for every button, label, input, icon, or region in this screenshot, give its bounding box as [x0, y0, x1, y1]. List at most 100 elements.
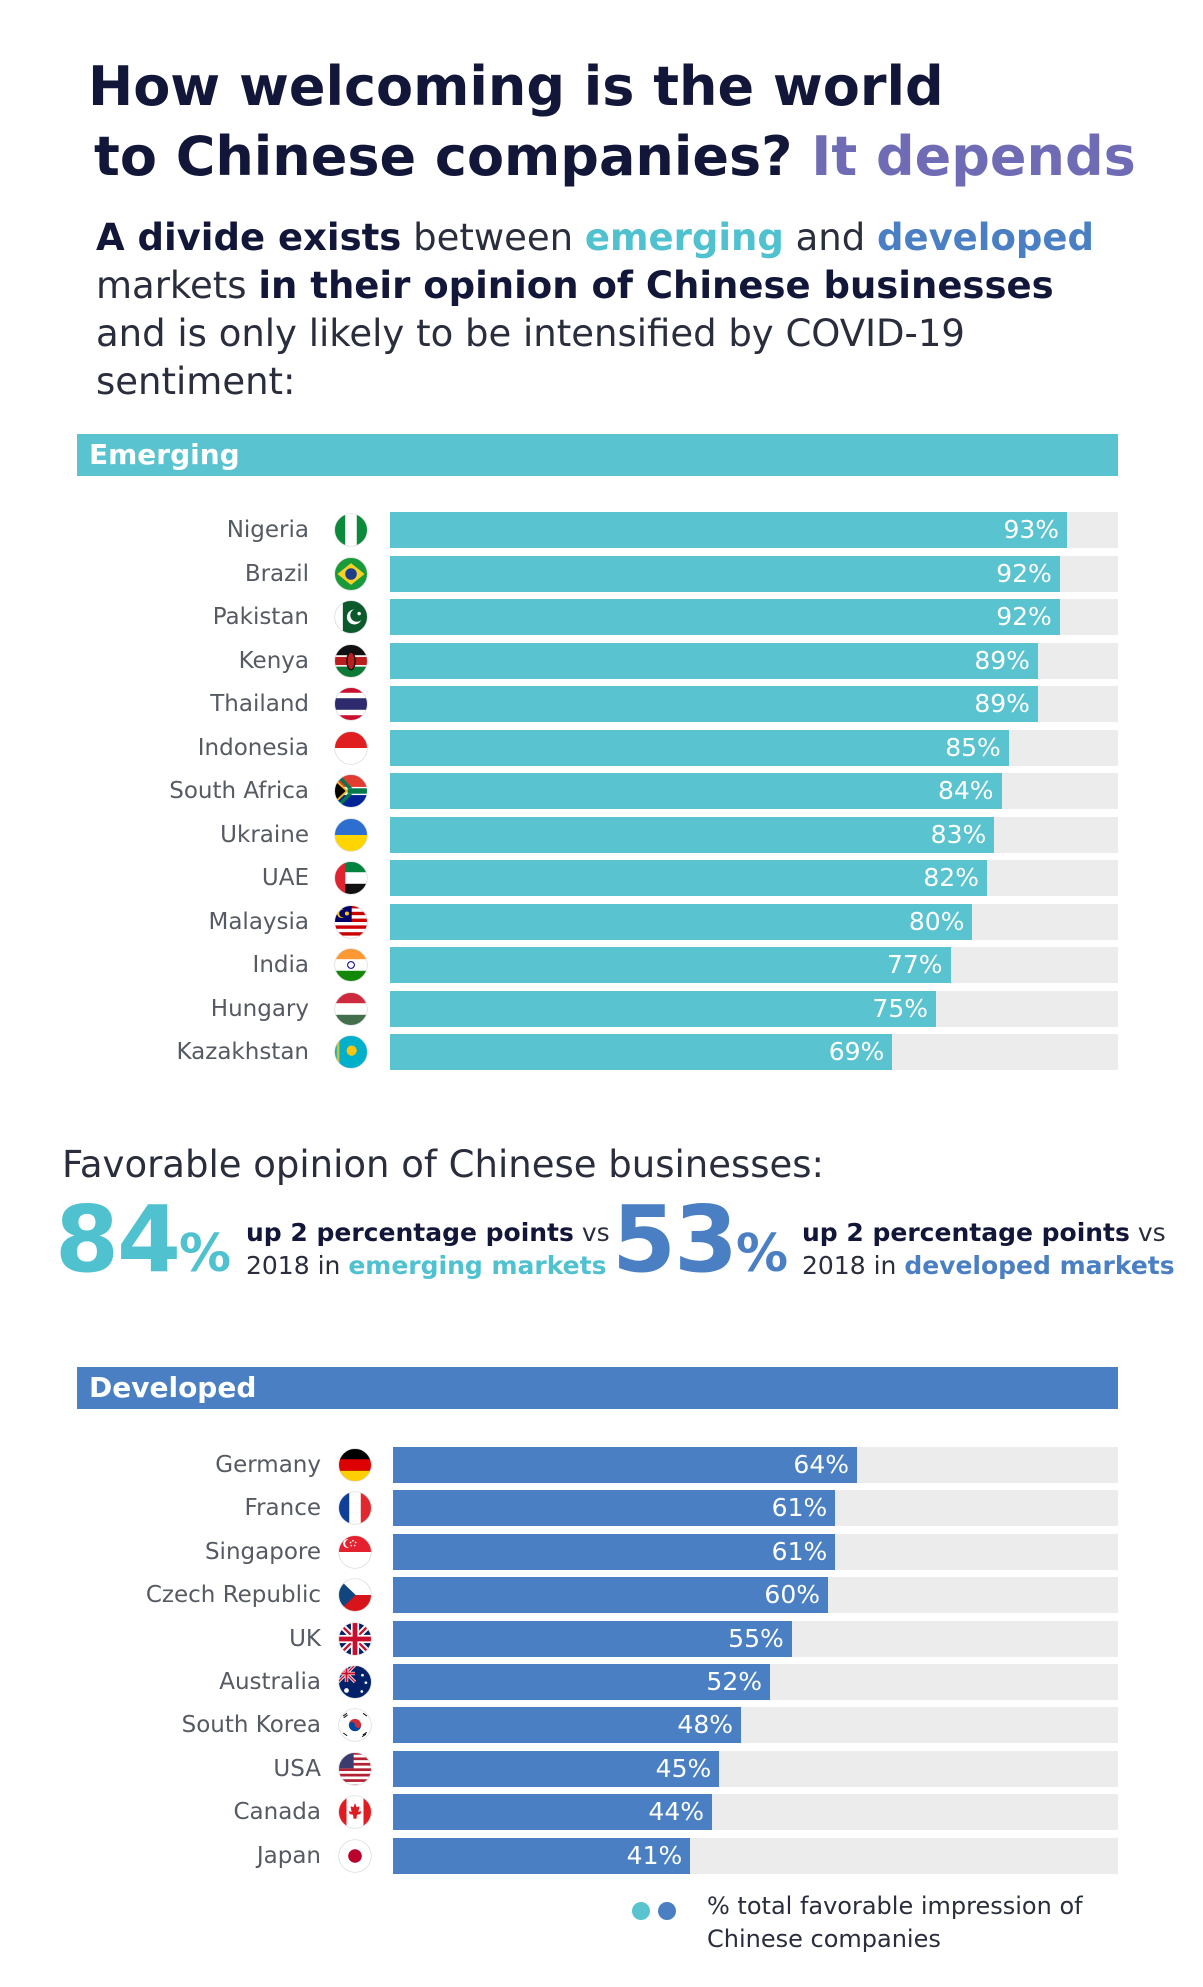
data-label: 85% — [945, 732, 1001, 762]
bar — [393, 1664, 770, 1700]
data-label: 92% — [996, 558, 1052, 588]
bar-row: Malaysia 80% — [0, 903, 1203, 940]
bar — [390, 990, 936, 1027]
bar — [390, 555, 1060, 592]
bar-track: 93% — [390, 512, 1118, 548]
developed-stat-value: 53 — [612, 1186, 738, 1293]
bar-track: 85% — [390, 729, 1118, 766]
bar-track: 92% — [390, 555, 1118, 592]
category-label: Japan — [256, 1842, 321, 1869]
bar — [393, 1620, 792, 1657]
bar-row: Hungary 75% — [0, 990, 1203, 1027]
category-label: Thailand — [210, 691, 309, 717]
favorable-title: Favorable opinion of Chinese businesses: — [62, 1143, 825, 1186]
hungary-flag-icon — [334, 991, 368, 1026]
bar-track: 89% — [390, 686, 1118, 722]
developed-stat-bold: up 2 percentage points — [802, 1218, 1130, 1247]
bar-track: 77% — [390, 947, 1118, 983]
emerging-stat: 84% — [55, 1190, 231, 1290]
data-label: 77% — [886, 950, 943, 979]
ukraine-flag-icon — [334, 817, 368, 852]
data-label: 89% — [974, 689, 1030, 718]
developed-stat-line2: 2018 in — [802, 1251, 905, 1280]
category-label: UAE — [261, 865, 309, 891]
bar-track: 69% — [390, 1034, 1118, 1070]
bar-track: 80% — [390, 903, 1118, 940]
bar-track: 75% — [390, 990, 1118, 1027]
developed-stat-vs: vs — [1129, 1218, 1166, 1247]
japan-flag-icon — [338, 1838, 372, 1873]
emerging-stat-vs: vs — [573, 1218, 610, 1247]
data-label: 82% — [923, 863, 979, 892]
category-label: Czech Republic — [145, 1582, 321, 1609]
emerging-stat-unit: % — [179, 1224, 232, 1284]
bar — [390, 773, 1002, 809]
bar-track: 55% — [393, 1620, 1118, 1657]
bar — [393, 1837, 691, 1874]
developed-stat-market: developed markets — [904, 1251, 1175, 1280]
bar-row: Japan 41% — [0, 1837, 1203, 1874]
bar — [390, 686, 1038, 722]
data-label: 92% — [996, 602, 1052, 631]
intro-and: and — [783, 216, 877, 259]
bar-track: 41% — [393, 1837, 1118, 1874]
emerging-stat-bold: up 2 percentage points — [246, 1218, 574, 1247]
data-label: 84% — [937, 776, 994, 805]
south-korea-flag-icon — [338, 1708, 372, 1743]
usa-flag-icon — [338, 1752, 372, 1786]
nigeria-flag-icon — [334, 513, 368, 547]
bar-row: Germany 64% — [0, 1447, 1203, 1483]
intro-text-1: between — [401, 216, 585, 259]
intro-text-3: and is only likely to be intensified by … — [96, 312, 965, 355]
intro-bold-2: in their opinion of Chinese businesses — [258, 264, 1054, 307]
bar-row: Pakistan 92% — [0, 599, 1203, 635]
bar-row: Singapore 61% — [0, 1533, 1203, 1570]
data-label: 48% — [677, 1710, 733, 1740]
thailand-flag-icon — [334, 687, 368, 721]
bar-row: Nigeria 93% — [0, 512, 1203, 548]
bar — [390, 599, 1060, 635]
south-africa-flag-icon — [334, 774, 368, 808]
bar — [390, 903, 973, 940]
data-label: 55% — [728, 1623, 784, 1653]
bar — [390, 860, 987, 896]
bar-track: 64% — [393, 1447, 1118, 1483]
bar — [393, 1447, 857, 1483]
category-label: France — [244, 1495, 321, 1522]
category-label: Hungary — [210, 995, 309, 1022]
intro-text-2: markets — [96, 264, 259, 307]
bar-row: USA 45% — [0, 1750, 1203, 1787]
kenya-flag-icon — [334, 643, 368, 678]
category-label: Singapore — [204, 1538, 321, 1565]
category-label: Brazil — [244, 560, 309, 587]
category-label: USA — [273, 1755, 321, 1782]
emerging-stat-value: 84 — [55, 1186, 181, 1293]
developed-section-header: Developed — [77, 1367, 1118, 1409]
bar — [393, 1533, 836, 1570]
data-label: 89% — [974, 645, 1030, 675]
category-label: India — [252, 952, 309, 978]
legend-emerging-dot-icon — [632, 1902, 650, 1920]
developed-stat-unit: % — [736, 1224, 789, 1284]
category-label: Indonesia — [197, 734, 309, 761]
intro-text-4: sentiment: — [96, 360, 296, 403]
bar — [390, 642, 1038, 679]
category-label: Kenya — [238, 647, 309, 674]
bar-track: 45% — [393, 1750, 1118, 1787]
australia-flag-icon — [338, 1665, 372, 1699]
indonesia-flag-icon — [334, 730, 368, 765]
category-label: Malaysia — [208, 908, 309, 935]
data-label: 61% — [771, 1493, 828, 1523]
bar-row: South Africa 84% — [0, 773, 1203, 809]
germany-flag-icon — [338, 1448, 372, 1482]
data-label: 45% — [655, 1753, 712, 1783]
bar-row: South Korea 48% — [0, 1707, 1203, 1744]
bar-row: Czech Republic 60% — [0, 1577, 1203, 1614]
france-flag-icon — [338, 1491, 372, 1526]
bar-track: 61% — [393, 1490, 1118, 1527]
category-label: UK — [289, 1625, 321, 1652]
bar-track: 52% — [393, 1664, 1118, 1700]
category-label: Pakistan — [212, 604, 309, 630]
bar — [393, 1794, 712, 1831]
data-label: 93% — [1003, 515, 1060, 544]
